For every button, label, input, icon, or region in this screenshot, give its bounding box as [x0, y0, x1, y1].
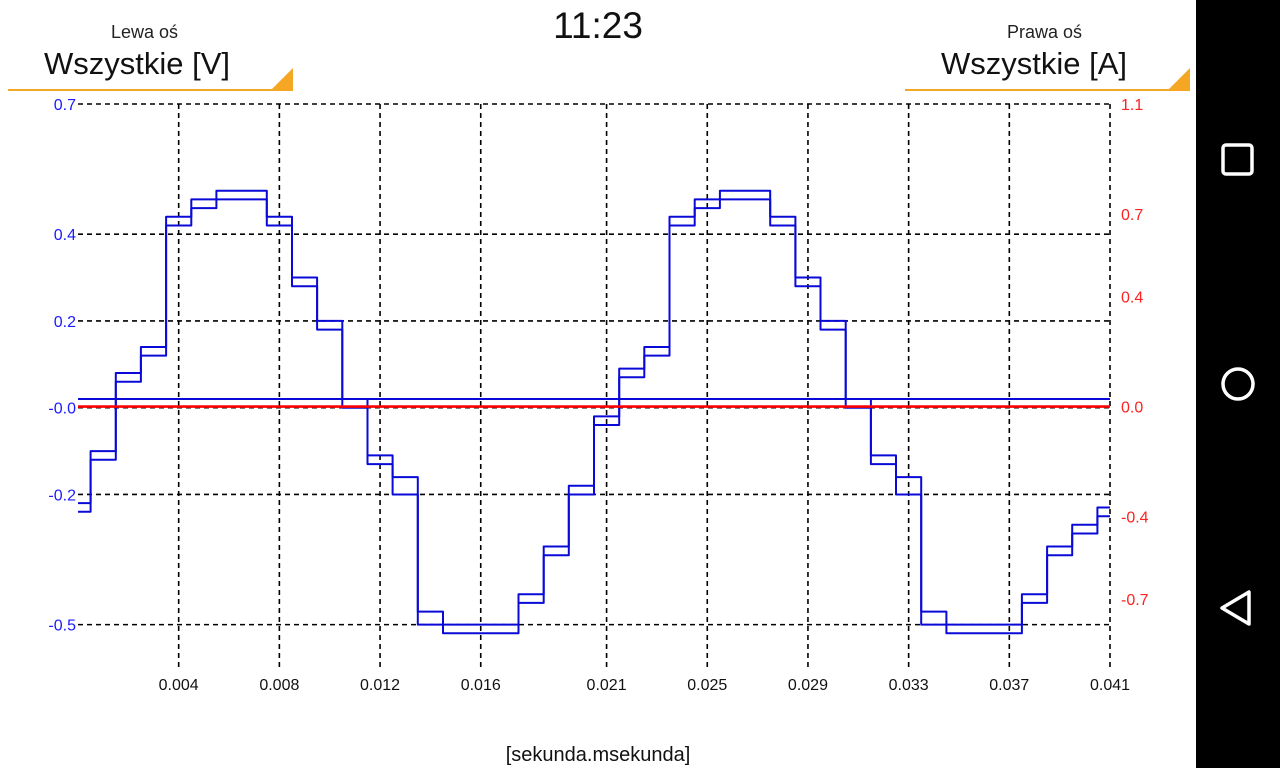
- left-tick-label: 0.2: [54, 314, 76, 331]
- x-tick-label: 0.041: [1090, 677, 1130, 694]
- left-tick-label: 0.4: [54, 227, 76, 244]
- right-tick-label: -0.7: [1121, 592, 1149, 609]
- right-axis-selector[interactable]: Prawa oś Wszystkie [A]: [905, 20, 1190, 91]
- clock: 11:23: [553, 5, 643, 46]
- left-tick-label: -0.0: [48, 401, 76, 418]
- left-axis-underline: [8, 89, 293, 91]
- x-tick-label: 0.016: [461, 677, 501, 694]
- right-axis-value: Wszystkie [A]: [941, 46, 1128, 81]
- back-triangle-icon[interactable]: [1213, 583, 1263, 633]
- x-axis-label: [sekunda.msekunda]: [506, 744, 691, 766]
- oscilloscope-chart: 0.004 0.008 0.012 0.016 0.021 0.025 0.029 0.033…: [48, 97, 1149, 766]
- x-tick-label: 0.008: [259, 677, 299, 694]
- right-tick-label: -0.4: [1121, 510, 1149, 527]
- x-tick-label: 0.004: [159, 677, 199, 694]
- right-axis-caption: Prawa oś: [1007, 22, 1083, 42]
- x-tick-label: 0.033: [889, 677, 929, 694]
- left-tick-label: 0.7: [54, 97, 76, 114]
- x-tick-label: 0.037: [989, 677, 1029, 694]
- right-tick-label: 1.1: [1121, 97, 1143, 114]
- left-tick-label: -0.5: [48, 618, 76, 635]
- left-axis-value: Wszystkie [V]: [44, 46, 231, 81]
- dropdown-corner-icon: [270, 68, 293, 91]
- right-tick-label: 0.7: [1121, 207, 1143, 224]
- x-tick-label: 0.021: [587, 677, 627, 694]
- home-circle-icon[interactable]: [1213, 359, 1263, 409]
- left-axis-selector[interactable]: Lewa oś Wszystkie [V]: [8, 20, 293, 91]
- left-axis-caption: Lewa oś: [111, 22, 179, 42]
- x-tick-label: 0.012: [360, 677, 400, 694]
- x-tick-label: 0.029: [788, 677, 828, 694]
- recents-square-icon[interactable]: [1213, 135, 1263, 185]
- series-line-1: [78, 198, 1110, 635]
- scope-screen: Lewa oś Wszystkie [V] 11:23 Prawa oś Wsz…: [8, 5, 1190, 766]
- right-axis-underline: [905, 89, 1190, 91]
- right-tick-label: 0.4: [1121, 290, 1143, 307]
- left-tick-label: -0.2: [48, 487, 76, 504]
- android-nav-bar: [1196, 0, 1280, 768]
- right-tick-label: 0.0: [1121, 400, 1143, 417]
- x-tick-label: 0.025: [687, 677, 727, 694]
- dropdown-corner-icon: [1167, 68, 1190, 91]
